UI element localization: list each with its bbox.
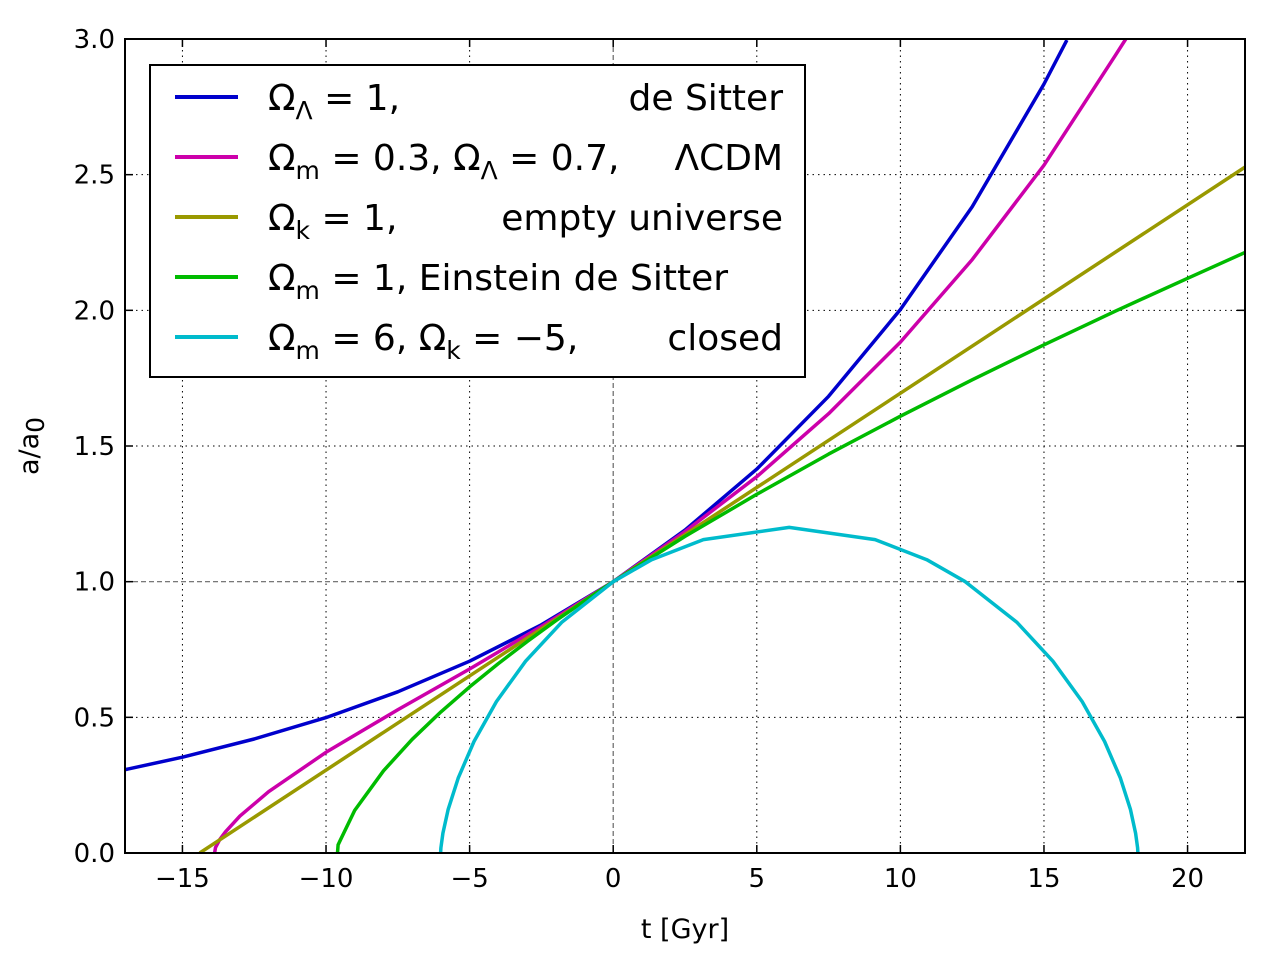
series-line-4	[335, 250, 1245, 853]
y-tick-label: 0.5	[74, 703, 115, 733]
legend-label-tail-5: closed	[667, 318, 783, 359]
y-tick-label: 2.0	[74, 296, 115, 326]
series-lines	[125, 39, 1245, 853]
x-axis-label: t [Gyr]	[641, 914, 729, 945]
grid	[125, 38, 1245, 854]
y-tick-label: 1.5	[74, 432, 115, 462]
ticks: −15 −10 −5 0 5 10 15 20 0.0 0.5 1.0 1.5 2.0 2.5 3.0	[74, 25, 1245, 894]
x-tick-label: 20	[1171, 864, 1204, 894]
legend-label-1: ΩΛ = 1,	[268, 78, 400, 125]
x-tick-label: −10	[299, 864, 354, 894]
y-tick-label: 3.0	[74, 25, 115, 55]
y-tick-label: 1.0	[74, 568, 115, 598]
x-tick-label: −15	[155, 864, 210, 894]
legend-label-4: Ωm = 1, Einstein de Sitter	[268, 258, 728, 305]
x-tick-label: 5	[749, 864, 766, 894]
x-tick-label: 10	[884, 864, 917, 894]
series-line-2	[212, 39, 1128, 853]
x-tick-label: 0	[605, 864, 622, 894]
legend-label-tail-3: empty universe	[501, 198, 783, 239]
x-tick-label: 15	[1027, 864, 1060, 894]
y-axis-label: a/a0	[14, 417, 50, 475]
legend-label-tail-1: de Sitter	[629, 78, 784, 119]
legend-frame	[149, 64, 806, 378]
x-tick-label: −5	[450, 864, 488, 894]
legend-label-5: Ωm = 6, Ωk = −5,	[268, 318, 578, 365]
legend-label-tail-2: ΛCDM	[674, 138, 783, 179]
y-tick-label: 0.0	[74, 839, 115, 869]
legend-label-3: Ωk = 1,	[268, 198, 397, 245]
y-tick-label: 2.5	[74, 161, 115, 191]
series-line-5	[438, 525, 1140, 853]
legend-label-2: Ωm = 0.3, ΩΛ = 0.7,	[268, 138, 619, 185]
